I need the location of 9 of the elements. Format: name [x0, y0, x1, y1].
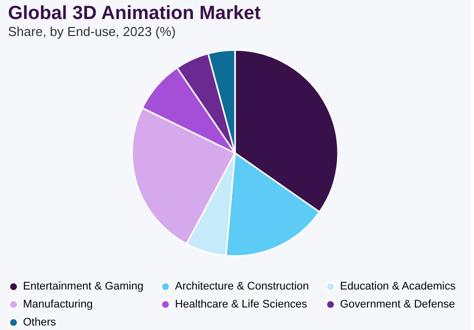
legend-label: Healthcare & Life Sciences — [175, 298, 308, 310]
legend-label: Entertainment & Gaming — [23, 280, 144, 293]
legend-label: Education & Academics — [340, 280, 456, 293]
chart-subtitle: Share, by End-use, 2023 (%) — [8, 24, 176, 39]
legend-label: Manufacturing — [23, 298, 93, 310]
legend-label: Architecture & Construction — [175, 280, 309, 293]
chart-title: Global 3D Animation Market — [8, 3, 262, 24]
legend-label: Government & Defense — [340, 298, 455, 310]
legend-label: Others — [23, 316, 57, 328]
